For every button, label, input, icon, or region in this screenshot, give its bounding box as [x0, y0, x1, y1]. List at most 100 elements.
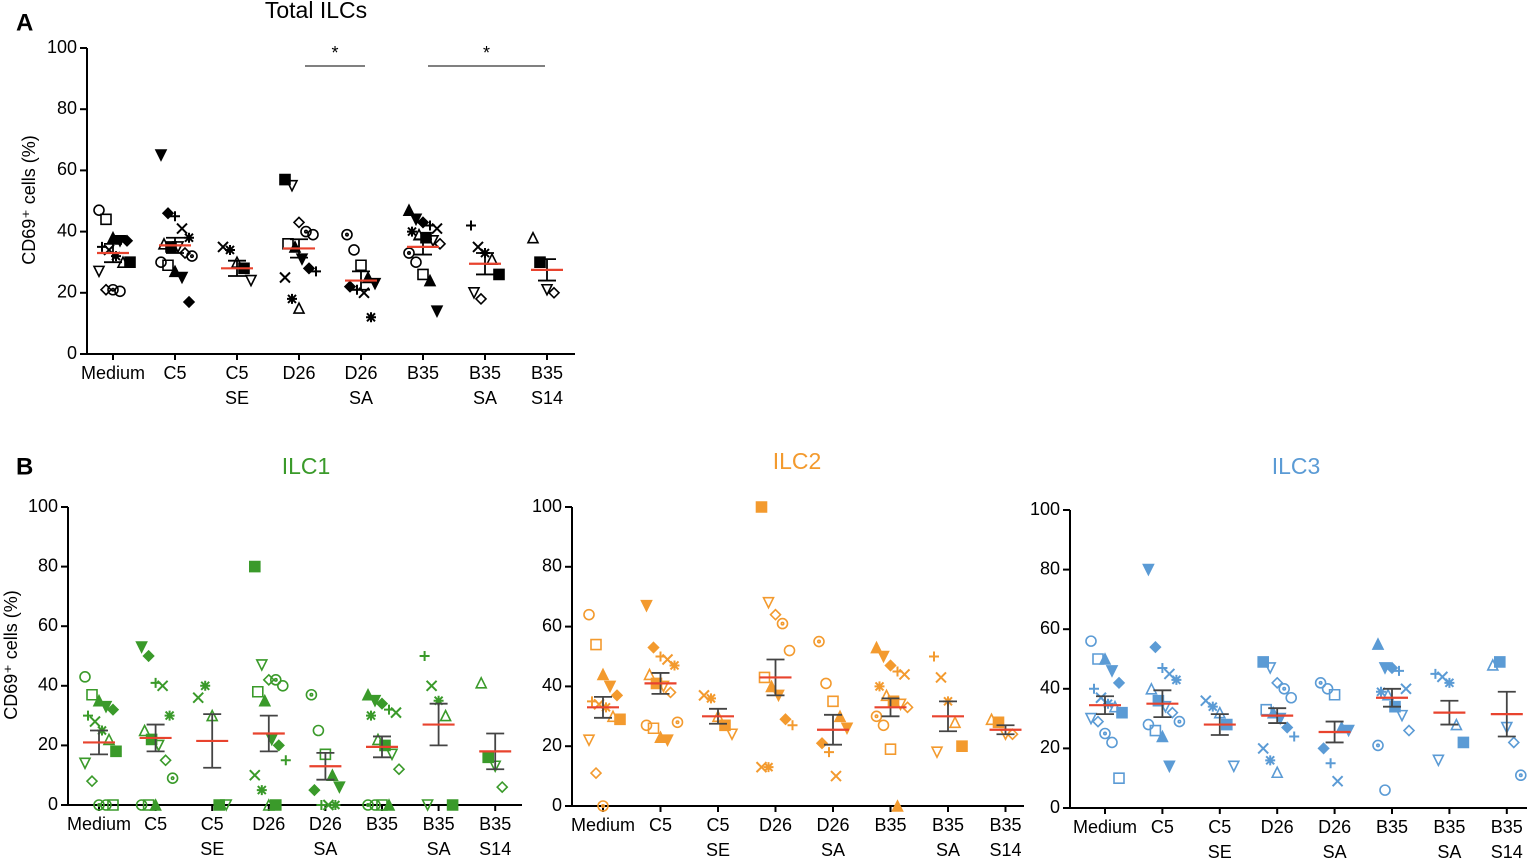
y-axis-label: CD69⁺ cells (%) — [19, 135, 39, 265]
data-point — [1108, 699, 1122, 713]
data-point — [138, 723, 151, 737]
data-point — [382, 798, 396, 811]
x-tick-label: Medium — [1073, 817, 1137, 837]
data-point — [671, 716, 684, 729]
data-point — [1103, 698, 1113, 709]
x-tick-label: C5 — [649, 815, 672, 835]
data-point — [421, 799, 434, 812]
data-point — [279, 271, 291, 284]
data-point — [175, 271, 189, 285]
data-point — [669, 660, 680, 671]
x-tick-label: SA — [349, 388, 373, 408]
data-point — [1379, 784, 1391, 796]
data-point — [366, 312, 376, 323]
chart-title: ILC1 — [282, 453, 331, 479]
data-point — [270, 799, 282, 811]
x-tick-label: B35 — [874, 815, 906, 835]
data-point — [305, 689, 318, 701]
data-point — [280, 755, 291, 766]
y-tick-label: 80 — [38, 555, 58, 575]
x-tick-label: D26 — [1318, 817, 1351, 837]
data-point — [930, 746, 944, 759]
data-point — [1142, 718, 1155, 731]
data-point — [894, 698, 907, 712]
data-point — [935, 671, 947, 684]
data-point — [877, 719, 890, 731]
data-point — [114, 285, 126, 297]
data-point — [1145, 682, 1158, 695]
data-point — [1166, 706, 1179, 719]
significance-label: * — [483, 43, 490, 63]
data-point — [830, 770, 842, 782]
data-point — [1281, 721, 1294, 734]
data-point — [833, 709, 847, 723]
data-point — [402, 203, 416, 216]
data-point — [758, 671, 771, 684]
x-tick-label: C5 — [1208, 817, 1231, 837]
data-point — [783, 644, 796, 657]
data-point — [93, 799, 105, 811]
x-tick-label: S14 — [1491, 842, 1523, 860]
data-point — [433, 237, 447, 250]
data-point — [249, 769, 261, 781]
data-point — [176, 222, 188, 235]
data-point — [292, 216, 306, 229]
data-point — [1173, 715, 1186, 728]
data-point — [1402, 724, 1416, 737]
x-tick-label: B35 — [469, 363, 501, 383]
data-point — [219, 799, 233, 812]
data-point — [820, 677, 832, 690]
x-tick-label: D26 — [309, 814, 342, 834]
data-point — [366, 710, 376, 721]
x-tick-label: B35 — [423, 814, 455, 834]
data-point — [870, 640, 883, 654]
data-point — [110, 745, 122, 758]
x-tick-label: C5 — [163, 363, 186, 383]
data-point — [312, 724, 325, 737]
data-point — [1394, 665, 1404, 676]
data-point — [762, 596, 775, 610]
data-point — [1507, 736, 1520, 749]
data-point — [526, 230, 540, 244]
x-tick-label: SA — [313, 839, 337, 859]
data-point — [1149, 640, 1162, 654]
data-point — [256, 785, 267, 796]
data-point — [1395, 709, 1409, 723]
data-point — [285, 179, 299, 193]
data-point — [1314, 677, 1327, 689]
data-point — [1163, 760, 1176, 774]
y-tick-label: 0 — [67, 343, 77, 363]
x-tick-label: C5 — [706, 815, 729, 835]
y-tick-label: 80 — [1040, 558, 1060, 578]
data-point — [467, 287, 481, 300]
data-point — [371, 732, 385, 746]
data-point — [1171, 674, 1182, 685]
data-point — [410, 256, 422, 268]
y-tick-label: 20 — [57, 282, 77, 302]
data-point — [419, 651, 430, 661]
data-point — [423, 273, 437, 287]
data-point — [83, 710, 93, 721]
data-point — [262, 673, 275, 686]
data-point — [1113, 772, 1125, 784]
data-point — [589, 766, 603, 780]
data-point — [1085, 635, 1097, 647]
x-tick-label: SA — [1323, 842, 1347, 860]
data-point — [425, 680, 438, 692]
x-tick-label: SA — [473, 388, 497, 408]
data-point — [166, 772, 179, 784]
data-point — [1112, 676, 1126, 689]
data-point — [409, 213, 423, 227]
x-tick-label: SA — [936, 840, 960, 860]
data-point — [647, 722, 660, 735]
data-point — [154, 149, 168, 162]
y-tick-label: 60 — [1040, 618, 1060, 638]
data-point — [417, 268, 429, 281]
data-point — [1372, 739, 1384, 752]
data-point — [155, 256, 167, 268]
data-point — [277, 680, 289, 692]
data-point — [813, 635, 825, 648]
y-tick-label: 20 — [542, 735, 562, 755]
data-point — [582, 734, 596, 748]
